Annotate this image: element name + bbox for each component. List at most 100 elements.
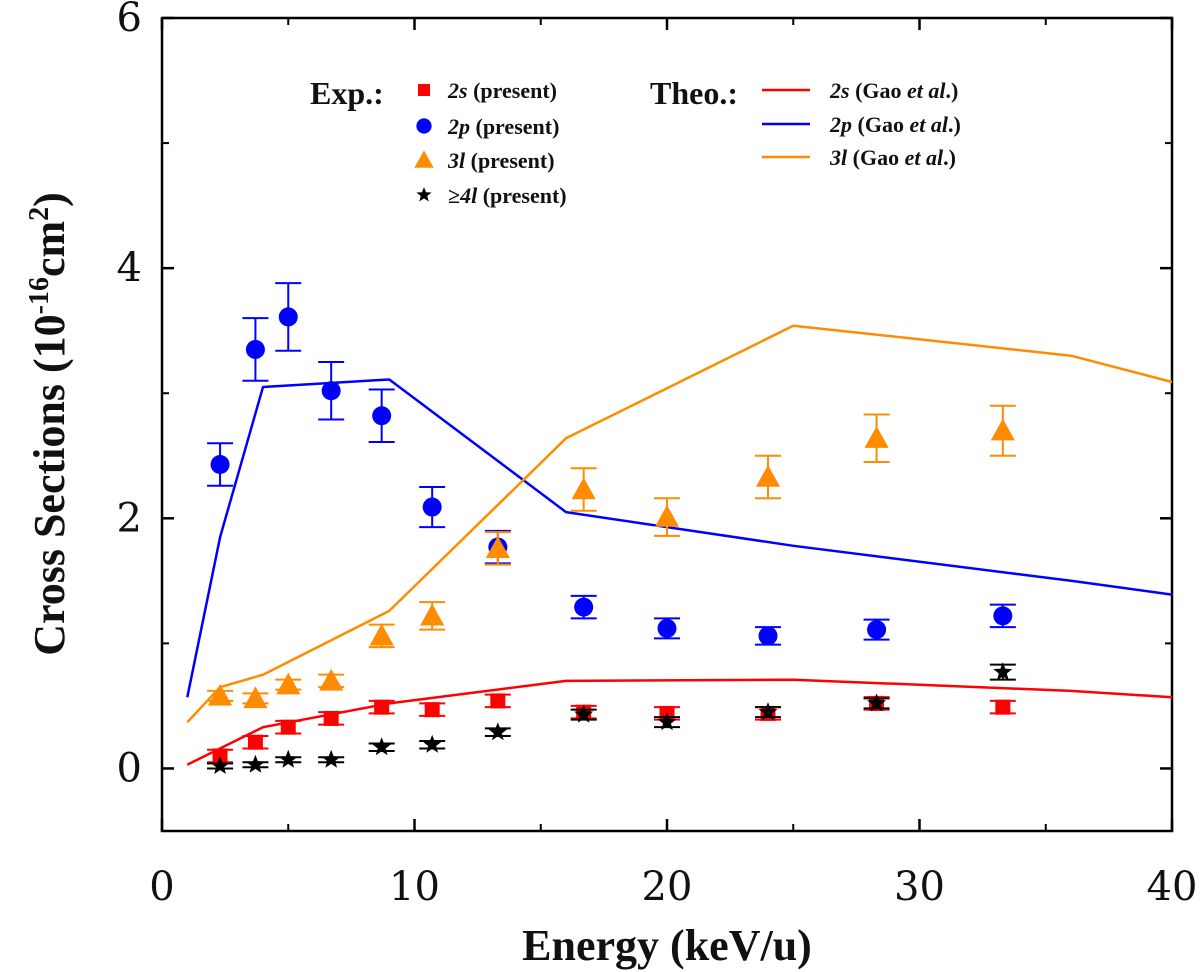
- legend-mid: (Gao: [847, 145, 904, 170]
- legend-marker-square: [418, 84, 430, 96]
- data-point-circle: [372, 406, 392, 426]
- y-axis-title-exponent: -16: [24, 277, 55, 314]
- y-tick-label: 0: [117, 745, 142, 791]
- legend-label-theo: 3l (Gao et al.): [829, 145, 956, 170]
- data-point-star: [574, 704, 594, 723]
- axis-ticks: [160, 16, 1174, 831]
- data-point-star: [278, 749, 298, 768]
- x-tick-label: 0: [149, 864, 174, 910]
- data-point-square: [212, 748, 228, 764]
- legend-mid: (Gao: [850, 78, 907, 103]
- x-tick-label: 40: [1147, 864, 1198, 910]
- data-point-circle: [867, 620, 887, 640]
- legend-label-exp: 2s (present): [447, 78, 557, 103]
- legend-state: 3l: [829, 145, 848, 170]
- y-axis-title-close: ): [25, 192, 74, 207]
- y-tick-label: 4: [117, 245, 142, 291]
- legend-marker-star: [416, 187, 432, 202]
- data-point-triangle: [276, 672, 301, 695]
- data-point-triangle: [420, 603, 445, 626]
- data-point-square: [323, 710, 339, 726]
- data-point-circle: [422, 497, 442, 517]
- series-3l-present: [207, 404, 1016, 709]
- x-tick-label: 30: [894, 864, 945, 910]
- x-tick-label: 20: [642, 864, 693, 910]
- data-point-circle: [574, 597, 594, 617]
- data-point-star: [993, 662, 1013, 681]
- data-point-star: [372, 737, 392, 756]
- legend-label-exp: 3l (present): [447, 148, 555, 173]
- y-axis-title-unit-exponent: 2: [24, 207, 55, 221]
- legend-etal: et al: [907, 78, 946, 103]
- data-point-circle: [278, 307, 298, 327]
- legend-suffix: (present): [468, 78, 557, 103]
- data-point-square: [490, 693, 506, 709]
- legend-state: 4l: [459, 183, 478, 208]
- data-point-triangle: [208, 683, 233, 706]
- legend-label-exp: 2p (present): [447, 114, 559, 139]
- theory-line-2s-gao-et-al: [186, 678, 1173, 766]
- x-axis-title: Energy (keV/u): [522, 921, 812, 970]
- legend-state: 2s: [447, 78, 468, 103]
- legend-suffix: (present): [477, 183, 566, 208]
- legend-end: .): [943, 145, 956, 170]
- legend-end: .): [948, 112, 961, 137]
- data-point-star: [867, 693, 887, 712]
- data-point-circle: [657, 618, 677, 638]
- tick-labels: 0 10 20 30 40 0 2 4 6: [117, 0, 1198, 910]
- experimental-points: [207, 282, 1016, 775]
- legend: Exp.: Theo.: 2s (present)2p (present)3l …: [310, 75, 961, 208]
- legend-label-exp: ≥4l (present): [448, 183, 567, 208]
- data-point-star: [657, 712, 677, 731]
- legend-marker-triangle: [414, 150, 434, 168]
- data-point-square: [280, 719, 296, 735]
- data-point-square: [995, 699, 1011, 715]
- data-point-circle: [245, 339, 265, 359]
- y-tick-label: 6: [117, 0, 142, 41]
- theory-line-3l-gao-et-al: [186, 324, 1173, 724]
- legend-exp-header: Exp.:: [310, 75, 384, 111]
- y-axis-title: Cross Sections (10-16cm2): [24, 192, 74, 656]
- data-point-star: [488, 722, 508, 741]
- legend-suffix: (present): [470, 114, 559, 139]
- legend-prefix: ≥: [448, 183, 460, 208]
- data-point-star: [321, 749, 341, 768]
- data-point-triangle: [864, 426, 889, 448]
- data-point-star: [422, 734, 442, 753]
- y-axis-title-main: Cross Sections (10: [25, 314, 74, 655]
- series-ge4l-present: [207, 662, 1016, 775]
- data-point-triangle: [485, 536, 510, 558]
- data-point-triangle: [319, 668, 344, 691]
- x-tick-label: 10: [389, 864, 440, 910]
- legend-state: 2s: [829, 78, 850, 103]
- theory-curves: [186, 324, 1173, 766]
- data-point-star: [245, 754, 265, 773]
- data-point-square: [424, 702, 440, 718]
- data-point-star: [210, 755, 230, 775]
- legend-end: .): [946, 78, 959, 103]
- data-point-square: [374, 699, 390, 715]
- legend-state: 2p: [829, 112, 852, 137]
- legend-etal: et al: [909, 112, 948, 137]
- data-point-circle: [210, 455, 230, 475]
- legend-etal: et al: [905, 145, 944, 170]
- legend-state: 2p: [447, 114, 470, 139]
- data-point-triangle: [654, 504, 680, 527]
- legend-label-theo: 2s (Gao et al.): [829, 78, 958, 103]
- legend-label-theo: 2p (Gao et al.): [829, 112, 961, 137]
- y-tick-label: 2: [117, 495, 142, 541]
- series-2p-present: [207, 282, 1016, 646]
- data-point-triangle: [243, 686, 268, 709]
- data-point-circle: [993, 606, 1013, 626]
- series-2s-present: [207, 693, 1016, 764]
- data-point-star: [758, 702, 778, 721]
- data-point-circle: [758, 626, 778, 646]
- theory-line-2p-gao-et-al: [186, 378, 1173, 698]
- data-point-square: [247, 734, 263, 750]
- legend-marker-circle: [416, 118, 432, 134]
- data-point-triangle: [755, 464, 781, 487]
- legend-state: 3l: [447, 148, 466, 173]
- data-point-circle: [321, 381, 341, 401]
- y-axis-title-unit: cm: [25, 221, 74, 277]
